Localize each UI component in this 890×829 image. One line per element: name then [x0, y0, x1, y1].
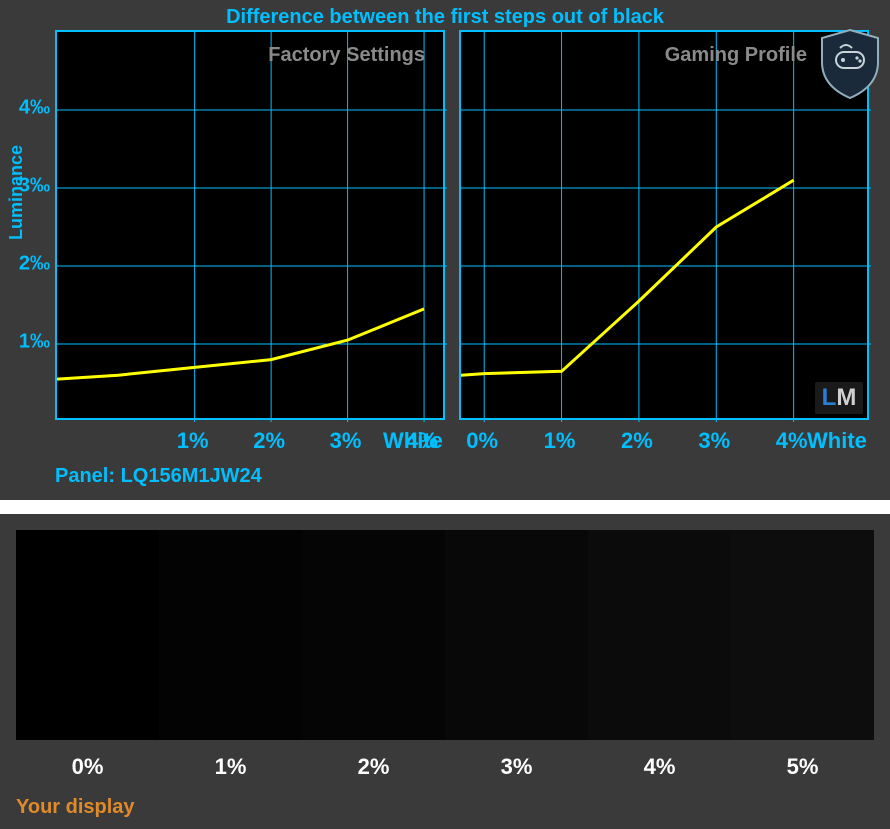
chart-panel: Difference between the first steps out o…	[0, 0, 890, 500]
swatch-label: 0%	[16, 754, 159, 780]
black-step-swatch	[731, 530, 874, 740]
x-tick: 3%	[698, 428, 730, 454]
lm-badge: LM	[815, 382, 863, 414]
x-axis-ticks: 1%2%3%4%White0%1%2%3%4%White	[55, 428, 875, 458]
swatch-panel: 0%1%2%3%4%5% Your display	[0, 514, 890, 829]
x-axis-end-label: White	[383, 428, 443, 454]
swatch-row	[16, 530, 874, 740]
x-tick: 0%	[466, 428, 498, 454]
chart-svg-right	[461, 32, 871, 422]
chart-svg-left	[57, 32, 447, 422]
x-tick: 4%	[776, 428, 808, 454]
panel-model-label: Panel: LQ156M1JW24	[55, 465, 262, 488]
chart-factory-settings: Factory Settings	[55, 30, 445, 420]
y-tick: 4‰	[19, 97, 50, 120]
x-axis-end-label: White	[807, 428, 867, 454]
black-step-swatch	[159, 530, 302, 740]
chart-title: Difference between the first steps out o…	[0, 0, 890, 29]
black-step-swatch	[16, 530, 159, 740]
lm-badge-m: M	[836, 384, 856, 412]
black-step-swatch	[588, 530, 731, 740]
swatch-label: 2%	[302, 754, 445, 780]
swatch-label: 1%	[159, 754, 302, 780]
x-tick: 1%	[544, 428, 576, 454]
x-tick: 2%	[621, 428, 653, 454]
y-tick: 2‰	[19, 253, 50, 276]
chart-subtitle-left: Factory Settings	[268, 44, 425, 67]
your-display-label: Your display	[16, 796, 135, 819]
black-step-swatch	[445, 530, 588, 740]
y-axis-ticks: 1‰ 2‰ 3‰ 4‰	[10, 30, 50, 420]
swatch-labels: 0%1%2%3%4%5%	[16, 754, 874, 780]
swatch-label: 5%	[731, 754, 874, 780]
chart-subtitle-right: Gaming Profile	[665, 44, 807, 67]
x-tick: 1%	[177, 428, 209, 454]
charts-row: Factory Settings Gaming Profile LM	[55, 30, 875, 420]
black-step-swatch	[302, 530, 445, 740]
y-tick: 3‰	[19, 175, 50, 198]
swatch-label: 4%	[588, 754, 731, 780]
y-tick: 1‰	[19, 331, 50, 354]
lm-badge-l: L	[822, 384, 837, 412]
gaming-shield-icon	[818, 28, 882, 100]
x-tick: 3%	[330, 428, 362, 454]
chart-gaming-profile: Gaming Profile LM	[459, 30, 869, 420]
x-tick: 2%	[253, 428, 285, 454]
swatch-label: 3%	[445, 754, 588, 780]
